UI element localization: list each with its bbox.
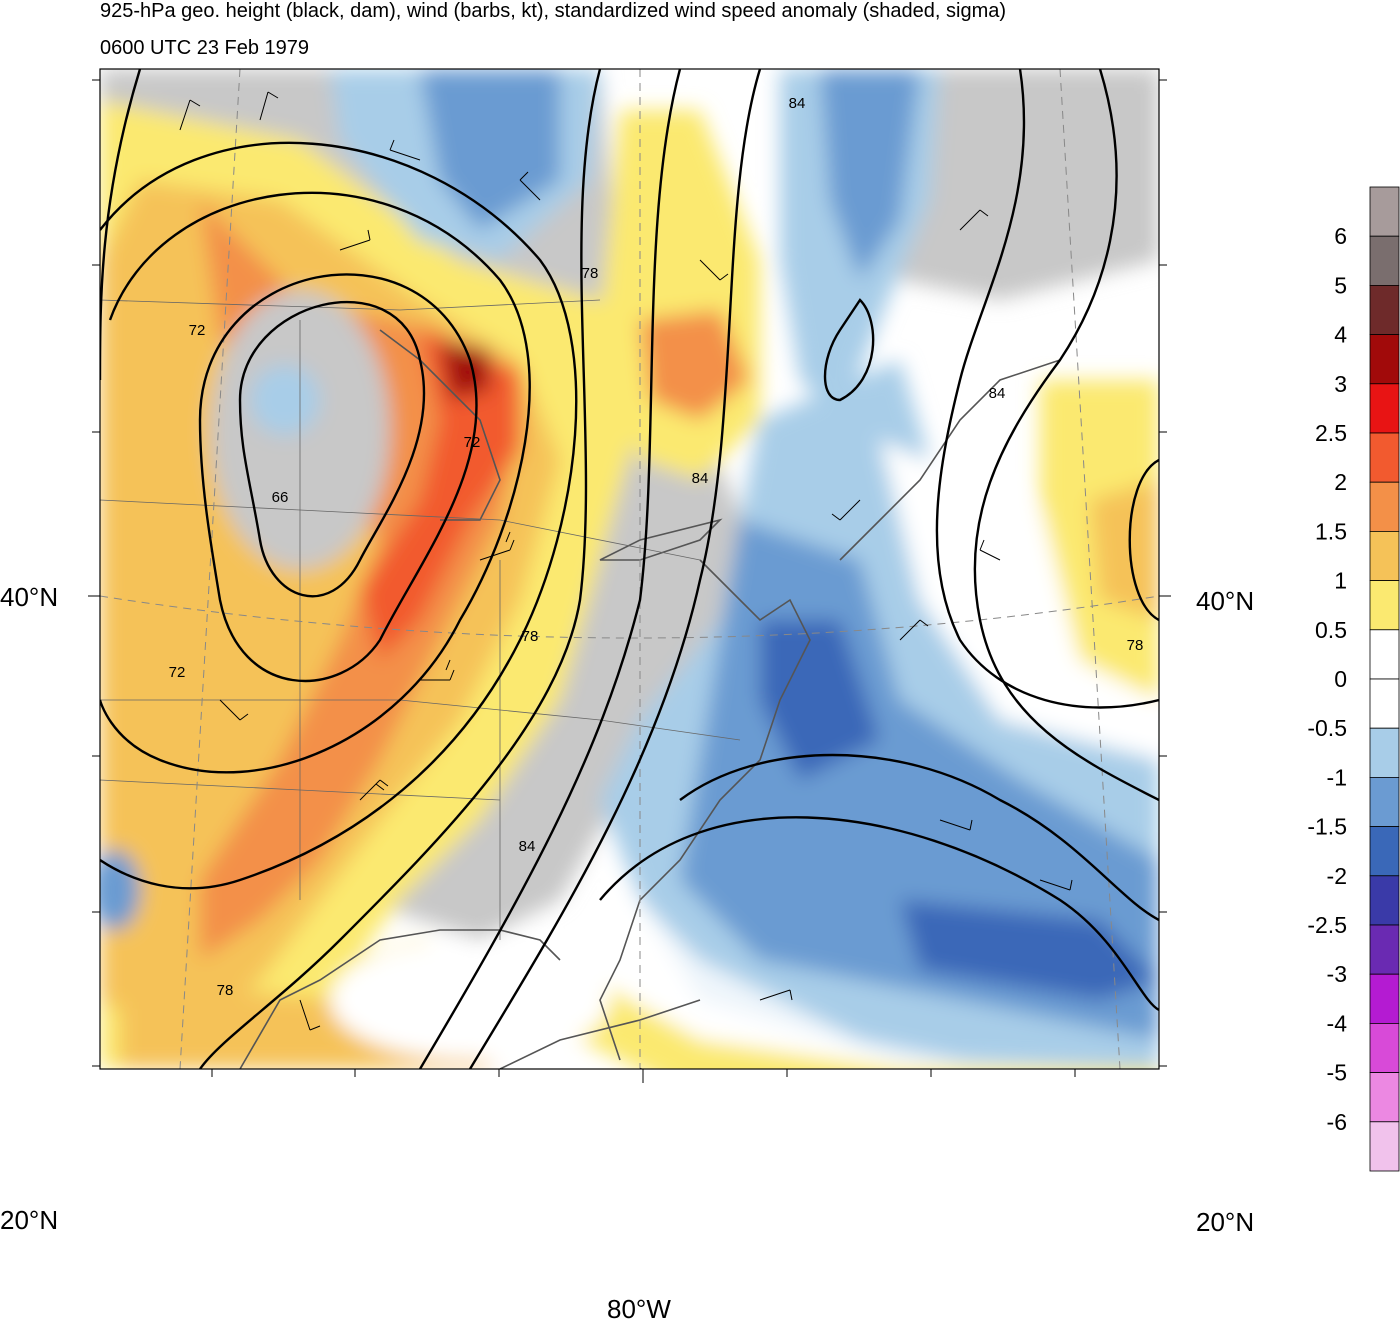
ticks: [88, 79, 1171, 1083]
contour-label: 78: [1127, 637, 1144, 654]
map-area: 84 72 78 84 72 66 84 78 72 78 84 78 84 @…: [100, 69, 1159, 1262]
colorbar-label: 5: [1334, 272, 1347, 298]
height-contours: [100, 69, 1159, 1069]
colorbar: 6 5 4 3 2.5 2 1.5 1 0.5 0 -0.5 -1 -1.5 -2 -2.5 -3 -4 -5 -6: [1307, 186, 1400, 1172]
anomaly-shading: [100, 69, 1159, 1069]
colorbar-swatch: [1369, 284, 1400, 335]
graticule: [100, 69, 1159, 1069]
colorbar-swatch: [1369, 777, 1400, 828]
colorbar-label: 2.5: [1315, 420, 1347, 446]
colorbar-swatch: [1369, 678, 1400, 729]
colorbar-label: -0.5: [1307, 715, 1347, 741]
colorbar-swatch: [1369, 1121, 1400, 1172]
colorbar-label: -2.5: [1307, 912, 1347, 938]
lat-label-right-20: 20°N: [1196, 1207, 1254, 1237]
lat-label-left-20: 20°N: [0, 1205, 58, 1235]
colorbar-swatch: [1369, 826, 1400, 877]
colorbar-swatch: [1369, 973, 1400, 1024]
credit-handle: @AliciaMBentley: [112, 1210, 272, 1233]
colorbar-label: -4: [1327, 1010, 1348, 1036]
chart-title: 925-hPa geo. height (black, dam), wind (…: [100, 0, 1007, 22]
contour-labels: 84 72 78 84 72 66 84 78 72 78 84 78 84: [169, 95, 1144, 1107]
colorbar-swatch: [1369, 1072, 1400, 1123]
contour-label: 66: [272, 489, 289, 506]
colorbar-swatch: [1369, 924, 1400, 975]
lon-label-80w: 80°W: [607, 1294, 671, 1324]
colorbar-label: -3: [1327, 961, 1347, 987]
colorbar-swatch: [1369, 186, 1400, 237]
colorbar-label: 0.5: [1315, 617, 1347, 643]
borders: [100, 299, 741, 940]
lat-label-right-40: 40°N: [1196, 586, 1254, 616]
contour-label: 78: [522, 628, 539, 645]
contour-label: 84: [989, 385, 1006, 402]
colorbar-swatch: [1369, 432, 1400, 483]
colorbar-label: -6: [1327, 1109, 1347, 1135]
contour-label: 78: [582, 265, 599, 282]
wind-barbs: [179, 91, 1073, 1031]
colorbar-swatch: [1369, 629, 1400, 680]
colorbar-swatch: [1369, 334, 1400, 385]
colorbar-label: 1: [1334, 568, 1347, 594]
colorbar-label: 6: [1334, 223, 1347, 249]
colorbar-swatch: [1369, 235, 1400, 286]
colorbar-label: 3: [1334, 371, 1347, 397]
contour-label: 72: [464, 434, 481, 451]
colorbar-swatch: [1369, 580, 1400, 631]
colorbar-swatch: [1369, 727, 1400, 778]
contour-label: 84: [519, 838, 536, 855]
chart-subtitle: 0600 UTC 23 Feb 1979: [100, 37, 310, 59]
colorbar-label: 2: [1334, 469, 1347, 495]
colorbar-swatch: [1369, 481, 1400, 532]
contour-label: 84: [692, 470, 709, 487]
colorbar-label: -2: [1327, 863, 1347, 889]
coastlines: [239, 329, 1061, 1069]
colorbar-swatch: [1369, 383, 1400, 434]
contour-label: 72: [169, 664, 186, 681]
contour-label: 78: [217, 982, 234, 999]
lat-label-left-40: 40°N: [0, 582, 58, 612]
credit-website: www.AliciaMBentley.com: [111, 1239, 344, 1262]
colorbar-label: 1.5: [1315, 518, 1347, 544]
contour-label: 84: [498, 1090, 515, 1107]
colorbar-label: -1.5: [1307, 814, 1347, 840]
colorbar-swatch: [1369, 1023, 1400, 1074]
contour-label: 72: [189, 322, 206, 339]
colorbar-label: -5: [1327, 1060, 1347, 1086]
colorbar-swatch: [1369, 531, 1400, 582]
colorbar-label: 0: [1334, 666, 1347, 692]
colorbar-label: 4: [1334, 322, 1347, 348]
colorbar-swatch: [1369, 875, 1400, 926]
colorbar-label: -1: [1327, 764, 1347, 790]
map-frame: [99, 68, 1160, 1070]
contour-label: 84: [789, 95, 806, 112]
